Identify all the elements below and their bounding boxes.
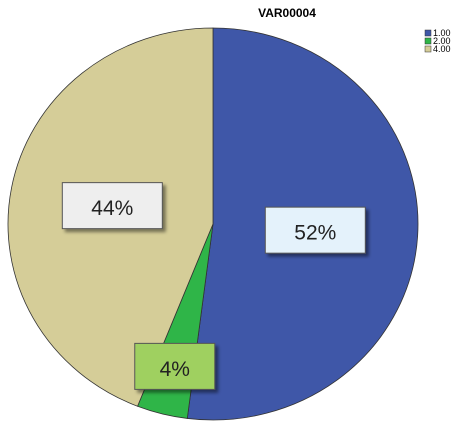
legend-label: 1.00	[433, 28, 451, 38]
legend-swatch	[424, 45, 432, 53]
value-label: 44%	[91, 197, 133, 220]
legend-label: 4.00	[433, 44, 451, 54]
value-label: 4%	[160, 358, 190, 381]
legend-swatch	[424, 29, 432, 37]
value-label-box	[61, 182, 163, 230]
value-label-box	[134, 342, 216, 390]
value-label: 52%	[294, 222, 336, 245]
legend-label: 2.00	[433, 36, 451, 46]
value-label-box	[264, 206, 366, 254]
chart-title: VAR00004	[258, 6, 316, 20]
legend-swatch	[424, 37, 432, 45]
